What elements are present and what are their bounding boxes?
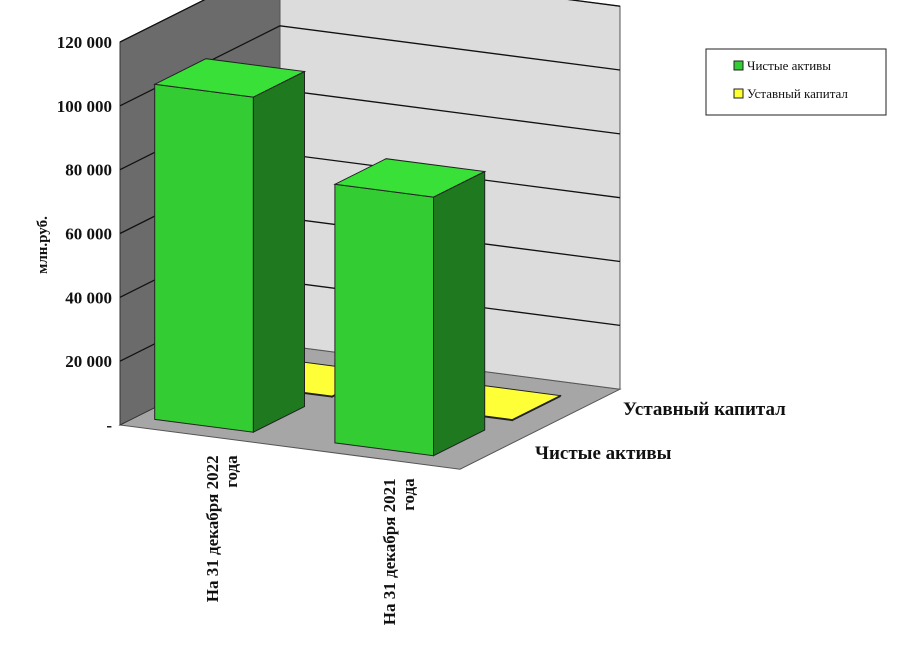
- y-tick-label: 60 000: [65, 225, 112, 244]
- y-tick-label: 80 000: [65, 161, 112, 180]
- legend-entry: Чистые активы: [747, 58, 831, 73]
- category-label: На 31 декабря 2022 года: [203, 455, 241, 602]
- legend-swatch: [733, 88, 744, 99]
- category-label: На 31 декабря 2021 года: [380, 478, 418, 625]
- bars-front-series: [153, 58, 487, 457]
- depth-label: Чистые активы: [535, 443, 672, 464]
- gridline: [119, 0, 621, 43]
- y-axis-title: млн.руб.: [35, 216, 51, 274]
- legend-swatch: [733, 60, 744, 71]
- depth-label: Уставный капитал: [623, 399, 786, 420]
- bar-side: [433, 170, 486, 457]
- y-axis-ticks: - 20 000 40 000 60 000 80 000 100 000 120 000: [57, 33, 113, 435]
- category-label-line: На 31 декабря 2021: [380, 478, 399, 625]
- category-label-line: На 31 декабря 2022: [203, 455, 222, 602]
- bar-top: [333, 158, 487, 198]
- bar-top: [153, 58, 307, 98]
- legend-entry: Уставный капитал: [747, 86, 848, 101]
- legend: Чистые активы Уставный капитал: [705, 48, 887, 116]
- y-tick-label: 120 000: [57, 33, 112, 52]
- y-tick-label: 20 000: [65, 352, 112, 371]
- y-tick-label: -: [106, 416, 112, 435]
- y-tick-label: 40 000: [65, 288, 112, 307]
- bar-side: [252, 70, 305, 434]
- bar: [153, 58, 307, 434]
- category-label-line: года: [399, 478, 418, 511]
- legend-box: [705, 48, 887, 116]
- category-label-line: года: [222, 455, 241, 488]
- y-tick-label: 100 000: [57, 97, 112, 116]
- bar: [333, 158, 487, 457]
- bar-front: [154, 83, 254, 433]
- depth-axis-labels: Уставный капитал Чистые активы: [535, 399, 786, 464]
- bar-front: [334, 183, 434, 457]
